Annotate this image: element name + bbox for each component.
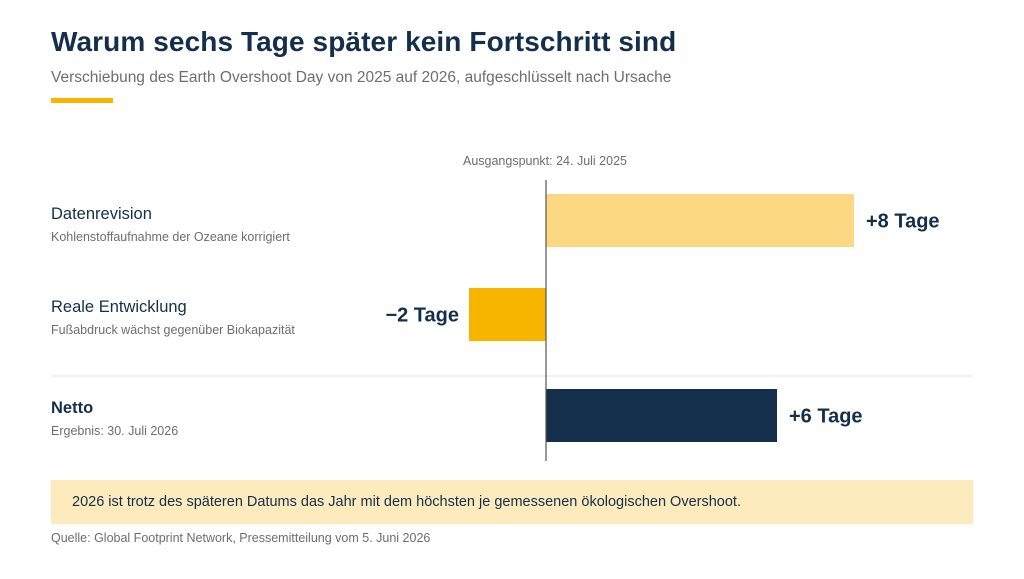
source-note: Quelle: Global Footprint Network, Presse… xyxy=(51,531,431,545)
row-name: Datenrevision xyxy=(51,205,152,223)
value-label-reale-entwicklung: −2 Tage xyxy=(385,305,459,327)
chart-title: Warum sechs Tage später kein Fortschritt… xyxy=(51,26,677,57)
row-name: Netto xyxy=(51,399,94,417)
value-label-netto: +6 Tage xyxy=(789,406,863,428)
chart-subtitle: Verschiebung des Earth Overshoot Day von… xyxy=(51,69,672,86)
row-description: Ergebnis: 30. Juli 2026 xyxy=(51,424,179,438)
callout-text: 2026 ist trotz des späteren Datums das J… xyxy=(72,494,741,510)
row-description: Kohlenstoffaufnahme der Ozeane korrigier… xyxy=(51,230,290,244)
value-label-datenrevision: +8 Tage xyxy=(866,211,940,233)
row-label-reale-entwicklung: Reale Entwicklung Fußabdruck wächst gege… xyxy=(51,298,295,337)
row-name: Reale Entwicklung xyxy=(51,298,187,316)
row-label-netto: Netto Ergebnis: 30. Juli 2026 xyxy=(51,399,178,438)
bar-datenrevision xyxy=(546,194,854,247)
row-description: Fußabdruck wächst gegenüber Biokapazität xyxy=(51,323,295,337)
row-label-datenrevision: Datenrevision Kohlenstoffaufnahme der Oz… xyxy=(51,205,290,244)
title-accent-bar xyxy=(51,98,113,103)
callout-box: 2026 ist trotz des späteren Datums das J… xyxy=(51,480,973,524)
bar-netto xyxy=(546,389,777,442)
bar-reale-entwicklung xyxy=(469,288,546,341)
baseline-label: Ausgangspunkt: 24. Juli 2025 xyxy=(462,154,627,168)
